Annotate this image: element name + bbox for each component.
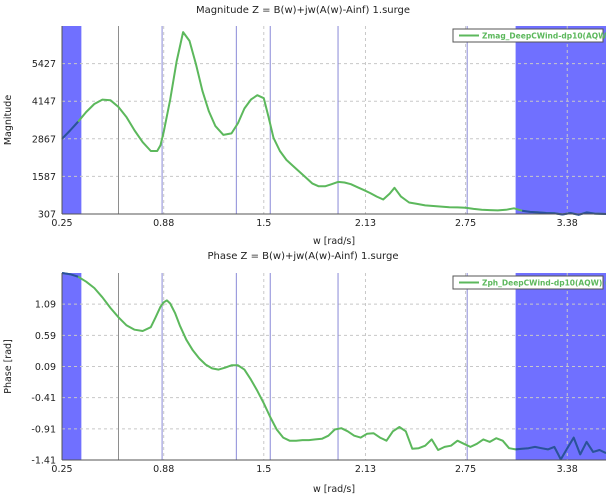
x-tick-label: 3.38 — [557, 464, 578, 475]
y-tick-label: 0.09 — [35, 362, 56, 373]
series-line-shaded-segment — [515, 436, 606, 461]
shaded-band — [515, 26, 606, 214]
legend-label: Zmag_DeepCWind-dp10(AQW) — [482, 32, 606, 41]
x-tick-label: 1.5 — [256, 464, 271, 475]
y-tick-label: 0.59 — [35, 331, 56, 342]
legend-label: Zph_DeepCWind-dp10(AQW) (rad) — [482, 279, 606, 288]
y-tick-label: 1.09 — [35, 300, 56, 311]
series-line — [61, 31, 606, 216]
chart-title: Phase Z = B(w)+jw(A(w)-Ainf) 1.surge — [208, 251, 399, 262]
chart-panel-1: Zmag_DeepCWind-dp10(AQW) 0.25 0.88 1.5 2.13 2… — [3, 5, 606, 247]
y-axis-label: Magnitude — [3, 95, 14, 145]
y-tick-label: 2867 — [32, 134, 56, 145]
y-axis-label: Phase [rad] — [3, 339, 14, 394]
x-axis-label: w [rad/s] — [313, 484, 355, 495]
shaded-band — [62, 26, 82, 214]
x-tick-label: 0.25 — [51, 464, 72, 475]
x-tick-label: 3.38 — [557, 218, 578, 229]
x-tick-label: 2.75 — [455, 464, 476, 475]
x-tick-label: 2.75 — [455, 218, 476, 229]
y-tick-label: 5427 — [32, 59, 56, 70]
legend-box — [452, 275, 604, 290]
y-tick-label: -0.91 — [31, 424, 56, 435]
y-tick-label: -1.41 — [31, 456, 56, 467]
y-tick-label: -0.41 — [31, 393, 56, 404]
legend-box — [452, 28, 604, 43]
y-tick-label: 4147 — [32, 97, 56, 108]
x-axis-label: w [rad/s] — [313, 236, 355, 247]
x-tick-label: 2.13 — [355, 218, 376, 229]
x-tick-label: 0.88 — [153, 218, 174, 229]
chart-panel-2: Zph_DeepCWind-dp10(AQW) (rad) 0.25 0.88 1.5… — [3, 251, 606, 495]
x-tick-label: 0.88 — [153, 464, 174, 475]
shaded-band — [62, 273, 82, 460]
chart-title: Magnitude Z = B(w)+jw(A(w)-Ainf) 1.surge — [196, 5, 410, 16]
y-tick-label: 1587 — [32, 172, 56, 183]
x-tick-label: 2.13 — [355, 464, 376, 475]
x-tick-label: 0.25 — [51, 218, 72, 229]
series-line-shaded-segment — [61, 272, 79, 278]
series-line-shaded-segment — [61, 121, 79, 140]
y-tick-label: 307 — [38, 210, 56, 221]
x-tick-label: 1.5 — [256, 218, 271, 229]
